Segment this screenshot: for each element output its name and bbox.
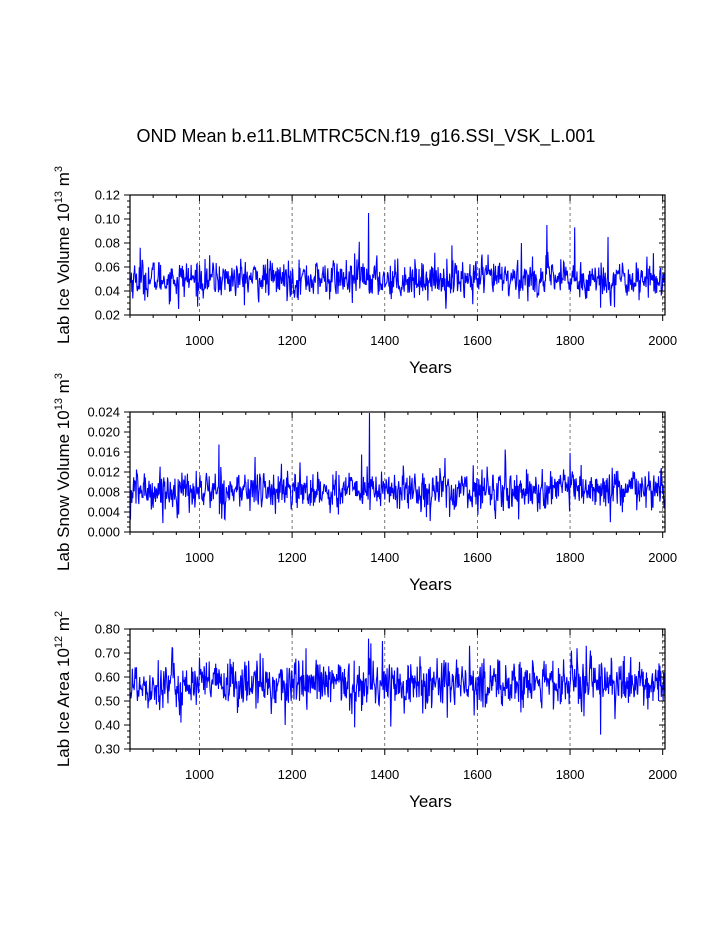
x-tick-label: 2000 xyxy=(648,767,677,782)
x-tick-label: 1800 xyxy=(556,767,585,782)
y-tick-label: 0.06 xyxy=(95,260,120,275)
chart-title: OND Mean b.e11.BLMTRC5CN.f19_g16.SSI_VSK… xyxy=(137,126,596,147)
y-tick-label: 0.50 xyxy=(95,694,120,709)
x-tick-label: 1800 xyxy=(556,550,585,565)
series-line xyxy=(130,412,665,524)
x-tick-label: 1400 xyxy=(370,550,399,565)
y-tick-label: 0.80 xyxy=(95,622,120,637)
x-axis-title: Years xyxy=(409,575,452,594)
y-axis-title: Lab Ice Volume 1013 m3 xyxy=(53,166,73,344)
y-tick-label: 0.016 xyxy=(87,445,120,460)
y-tick-label: 0.08 xyxy=(95,236,120,251)
x-tick-label: 1200 xyxy=(278,767,307,782)
x-axis-title: Years xyxy=(409,358,452,377)
x-tick-label: 1400 xyxy=(370,333,399,348)
y-tick-label: 0.024 xyxy=(87,405,120,420)
x-axis-title: Years xyxy=(409,792,452,811)
x-tick-label: 1600 xyxy=(463,767,492,782)
y-tick-label: 0.10 xyxy=(95,212,120,227)
y-tick-label: 0.004 xyxy=(87,505,120,520)
y-tick-label: 0.04 xyxy=(95,284,120,299)
x-tick-label: 1000 xyxy=(185,767,214,782)
x-tick-label: 2000 xyxy=(648,550,677,565)
plot-frame xyxy=(129,194,666,316)
y-axis-title: Lab Snow Volume 1013 m3 xyxy=(53,373,73,571)
x-tick-label: 1000 xyxy=(185,550,214,565)
y-tick-label: 0.30 xyxy=(95,742,120,757)
x-tick-label: 1600 xyxy=(463,333,492,348)
panel-2: 1000 1200 1400 1600 1800 2000 0.000 0.004 0.008 0… xyxy=(53,373,677,594)
y-tick-label: 0.012 xyxy=(87,465,120,480)
plot-frame xyxy=(129,411,666,533)
y-tick-label: 0.70 xyxy=(95,646,120,661)
x-tick-label: 1600 xyxy=(463,550,492,565)
series-line xyxy=(130,212,665,310)
y-tick-label: 0.008 xyxy=(87,485,120,500)
x-tick-label: 1000 xyxy=(185,333,214,348)
y-axis-title: Lab Ice Area 1012 m2 xyxy=(53,611,73,767)
x-tick-label: 1400 xyxy=(370,767,399,782)
y-tick-label: 0.60 xyxy=(95,670,120,685)
x-tick-label: 1200 xyxy=(278,333,307,348)
y-tick-label: 0.40 xyxy=(95,718,120,733)
panel-1: 1000 1200 1400 1600 1800 2000 0.02 0.04 0.06 0.08… xyxy=(53,166,677,377)
x-tick-label: 1800 xyxy=(556,333,585,348)
x-tick-label: 1200 xyxy=(278,550,307,565)
y-tick-label: 0.020 xyxy=(87,425,120,440)
y-tick-label: 0.12 xyxy=(95,188,120,203)
x-tick-label: 2000 xyxy=(648,333,677,348)
series-line xyxy=(130,638,665,735)
y-tick-label: 0.000 xyxy=(87,525,120,540)
panel-3: 1000 1200 1400 1600 1800 2000 0.30 0.40 0.50 0.60… xyxy=(53,611,677,811)
y-tick-label: 0.02 xyxy=(95,308,120,323)
